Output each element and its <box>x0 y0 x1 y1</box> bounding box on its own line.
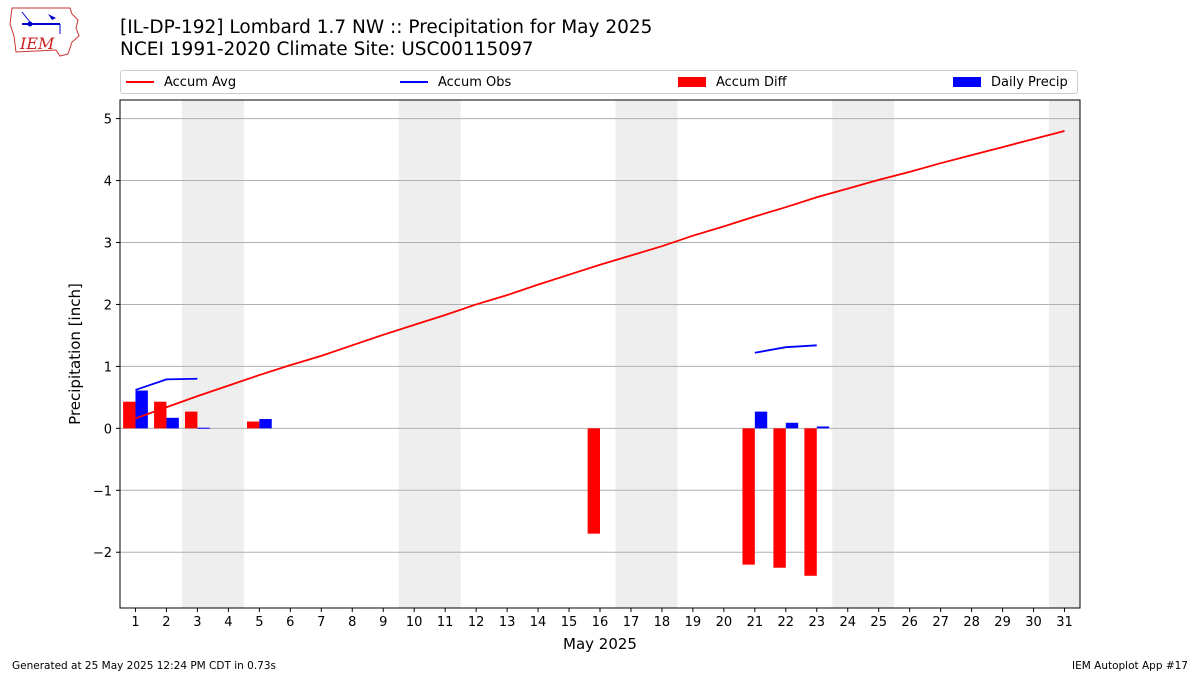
weekend-band <box>615 100 678 608</box>
x-tick-label: 26 <box>901 615 918 630</box>
y-axis-ticks: −2 −1 0 1 2 3 4 5 <box>93 113 120 561</box>
x-tick-label: 11 <box>437 615 454 630</box>
x-axis-label: May 2025 <box>563 635 637 653</box>
legend-label-daily-precip: Daily Precip <box>991 74 1068 90</box>
x-tick-label: 14 <box>530 615 547 630</box>
x-tick-label: 21 <box>747 615 764 630</box>
x-tick-label: 8 <box>348 615 356 630</box>
accum-diff-bar <box>154 401 167 429</box>
legend-item-accum-diff: Accum Diff <box>678 71 787 93</box>
chart-title: [IL-DP-192] Lombard 1.7 NW :: Precipitat… <box>120 17 653 38</box>
accum-diff-bar <box>742 428 755 565</box>
weekend-band <box>832 100 895 608</box>
x-tick-label: 9 <box>379 615 387 630</box>
logo-text: IEM <box>19 34 55 53</box>
daily-precip-bar <box>166 417 179 429</box>
legend-item-accum-obs: Accum Obs <box>400 71 511 93</box>
x-tick-label: 4 <box>224 615 232 630</box>
y-tick-label: −1 <box>93 484 112 499</box>
accum-diff-bar <box>246 421 260 429</box>
line-series <box>135 130 1065 420</box>
y-axis-label: Precipitation [inch] <box>66 283 84 425</box>
x-tick-label: 29 <box>994 615 1011 630</box>
y-tick-label: 4 <box>104 175 112 190</box>
x-tick-label: 23 <box>809 615 826 630</box>
x-tick-label: 15 <box>561 615 578 630</box>
daily-precip-bar <box>816 426 830 429</box>
y-tick-label: 0 <box>104 422 112 437</box>
x-tick-label: 18 <box>654 615 671 630</box>
accum-obs-line <box>135 377 198 391</box>
x-tick-label: 27 <box>932 615 949 630</box>
accum-diff-bar <box>773 428 786 568</box>
legend-swatch-accum-avg <box>126 81 154 83</box>
accum-diff-bar <box>587 428 600 534</box>
accum-diff-bar <box>804 428 817 576</box>
daily-precip-bar <box>135 390 148 429</box>
iem-logo: IEM <box>9 7 80 57</box>
legend-swatch-accum-diff <box>678 77 706 87</box>
y-tick-label: 5 <box>104 113 112 128</box>
x-tick-label: 13 <box>499 615 516 630</box>
x-tick-label: 6 <box>286 615 294 630</box>
x-tick-label: 19 <box>685 615 702 630</box>
plot-frame <box>119 99 1081 609</box>
legend-item-accum-avg: Accum Avg <box>126 71 236 93</box>
weekend-band <box>1049 100 1080 608</box>
x-tick-label: 25 <box>870 615 887 630</box>
legend: Accum Avg Accum Obs Accum Diff Daily Pre… <box>120 70 1078 94</box>
y-tick-label: 3 <box>104 236 112 251</box>
x-tick-label: 22 <box>778 615 795 630</box>
accum-diff-bar <box>123 401 136 429</box>
x-tick-label: 10 <box>406 615 423 630</box>
daily-precip-bar <box>785 422 799 429</box>
legend-label-accum-diff: Accum Diff <box>716 74 787 90</box>
weekend-band <box>181 100 244 608</box>
daily-precip-bar <box>259 419 272 429</box>
accum-obs-line <box>754 344 817 354</box>
daily-precip-bar <box>754 411 768 429</box>
weekend-band <box>398 100 461 608</box>
legend-swatch-accum-obs <box>400 81 428 83</box>
legend-swatch-daily-precip <box>953 77 981 87</box>
x-axis-ticks: 1 2 3 4 5 6 7 8 9 10 11 12 13 14 15 16 17 18 19 20 21 22 23 24 2… <box>131 608 1073 630</box>
x-tick-label: 5 <box>255 615 263 630</box>
x-tick-label: 30 <box>1025 615 1042 630</box>
y-tick-label: −2 <box>93 546 112 561</box>
x-tick-label: 2 <box>162 615 170 630</box>
x-tick-label: 31 <box>1056 615 1073 630</box>
x-tick-label: 17 <box>623 615 640 630</box>
y-gridlines <box>120 118 1080 553</box>
footer-app-text: IEM Autoplot App #17 <box>1072 660 1188 672</box>
x-tick-label: 28 <box>963 615 980 630</box>
accum-diff-bar <box>185 411 198 429</box>
y-tick-label: 2 <box>104 298 112 313</box>
footer-generated-text: Generated at 25 May 2025 12:24 PM CDT in… <box>12 660 276 672</box>
x-tick-label: 24 <box>839 615 856 630</box>
legend-label-accum-obs: Accum Obs <box>438 74 512 90</box>
x-tick-label: 1 <box>131 615 139 630</box>
x-tick-label: 7 <box>317 615 325 630</box>
x-tick-label: 3 <box>193 615 201 630</box>
y-tick-label: 1 <box>104 360 112 375</box>
legend-item-daily-precip: Daily Precip <box>953 71 1068 93</box>
chart-subtitle: NCEI 1991-2020 Climate Site: USC00115097 <box>120 39 534 60</box>
daily-precip-bar <box>197 427 210 429</box>
x-tick-label: 12 <box>468 615 485 630</box>
bar-series <box>123 390 830 576</box>
legend-label-accum-avg: Accum Avg <box>164 74 237 90</box>
accum-avg-line <box>135 130 1065 420</box>
x-tick-label: 16 <box>592 615 609 630</box>
x-tick-label: 20 <box>716 615 733 630</box>
weekend-shading <box>181 100 1080 608</box>
